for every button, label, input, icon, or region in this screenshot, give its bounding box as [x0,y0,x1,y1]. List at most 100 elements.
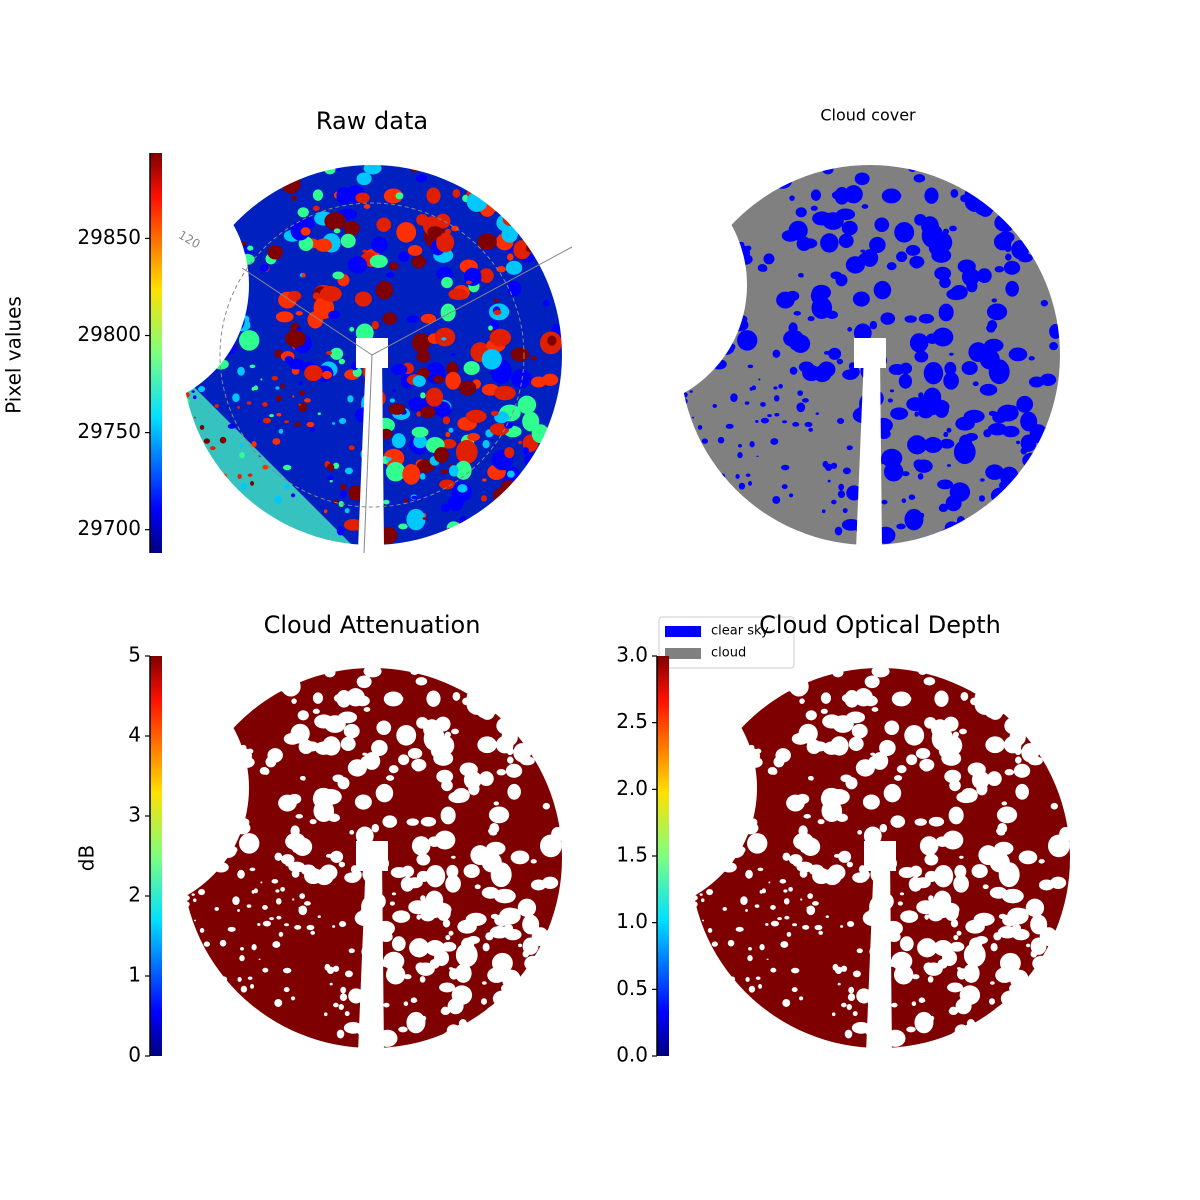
image-blob [871,707,879,712]
image-blob [257,420,261,423]
colorbar-tick-label: 0.0 [616,1043,648,1067]
image-blob [481,1036,497,1051]
image-blob [1001,196,1016,209]
image-blob [531,424,550,444]
image-blob [407,748,423,759]
image-blob [1027,985,1046,1000]
image-blob [524,452,543,469]
image-blob [676,391,684,400]
image-blob [796,402,806,413]
image-blob [413,938,427,952]
image-blob [324,164,336,175]
image-blob [699,893,703,896]
image-blob [340,483,347,491]
image-blob [884,861,894,868]
image-blob [433,375,445,384]
image-blob [928,816,945,827]
image-blob [796,1040,800,1043]
image-blob [219,939,227,947]
image-blob [717,436,725,444]
image-blob [539,461,556,477]
image-blob [804,421,813,428]
image-blob [692,1043,696,1047]
image-blob [488,325,493,331]
polar-circle [219,202,525,508]
image-blob [420,313,437,324]
image-blob [271,879,279,884]
image-blob [1044,991,1065,1014]
image-blob [767,766,777,775]
image-blob [547,335,557,346]
image-blob [869,236,886,254]
image-blob [249,867,256,872]
image-blob [923,387,942,407]
image-blob [298,403,301,406]
image-blob [348,445,355,451]
image-blob [441,337,447,341]
image-blob [943,716,959,732]
image-blob [355,323,374,343]
image-blob [678,513,682,517]
image-blob [291,542,294,544]
image-blob [304,868,323,885]
image-blob [950,160,961,171]
image-blob [291,195,297,201]
image-blob [260,881,263,884]
image-blob [677,229,689,240]
image-blob [412,375,426,387]
image-blob [339,418,347,425]
image-blob [309,819,317,825]
image-blob [687,732,699,743]
image-blob [304,365,323,382]
image-blob [914,877,931,889]
image-blob [558,1042,566,1049]
image-blob [906,754,918,766]
image-blob [956,168,967,178]
image-blob [303,398,311,403]
image-blob [287,290,302,302]
image-blob [832,667,844,678]
image-blob [837,982,841,986]
image-blob [544,719,558,733]
image-blob [914,411,919,417]
image-blob [402,463,421,485]
image-blob [332,965,340,972]
image-blob [182,686,194,698]
image-blob [912,261,921,269]
image-blob [856,988,872,1004]
image-blob [465,280,472,285]
image-blob [215,501,219,506]
image-blob [949,840,955,844]
image-blob [996,531,1018,554]
image-blob [956,930,962,936]
image-blob [344,467,353,475]
image-blob [319,788,342,805]
image-blob [906,1026,916,1033]
image-blob [390,867,408,878]
image-blob [688,1031,696,1039]
image-blob [832,715,854,733]
image-blob [959,728,967,735]
image-blob [1028,376,1045,388]
image-blob [701,717,707,722]
image-blob [914,1011,934,1034]
image-blob [702,838,715,853]
image-blob [406,818,419,826]
image-blob [1049,289,1057,296]
image-blob [518,440,523,445]
image-blob [726,843,745,859]
image-blob [696,954,703,961]
image-blob [956,968,967,980]
image-blob [1059,792,1067,799]
image-blob [227,813,245,834]
image-blob [762,685,774,693]
image-blob [887,931,901,943]
image-blob [745,245,752,251]
image-blob [493,812,502,819]
image-blob [354,910,375,926]
image-blob [332,925,336,928]
image-blob [187,883,195,892]
image-blob [191,730,207,746]
image-blob [738,444,742,448]
image-blob [1022,452,1041,469]
